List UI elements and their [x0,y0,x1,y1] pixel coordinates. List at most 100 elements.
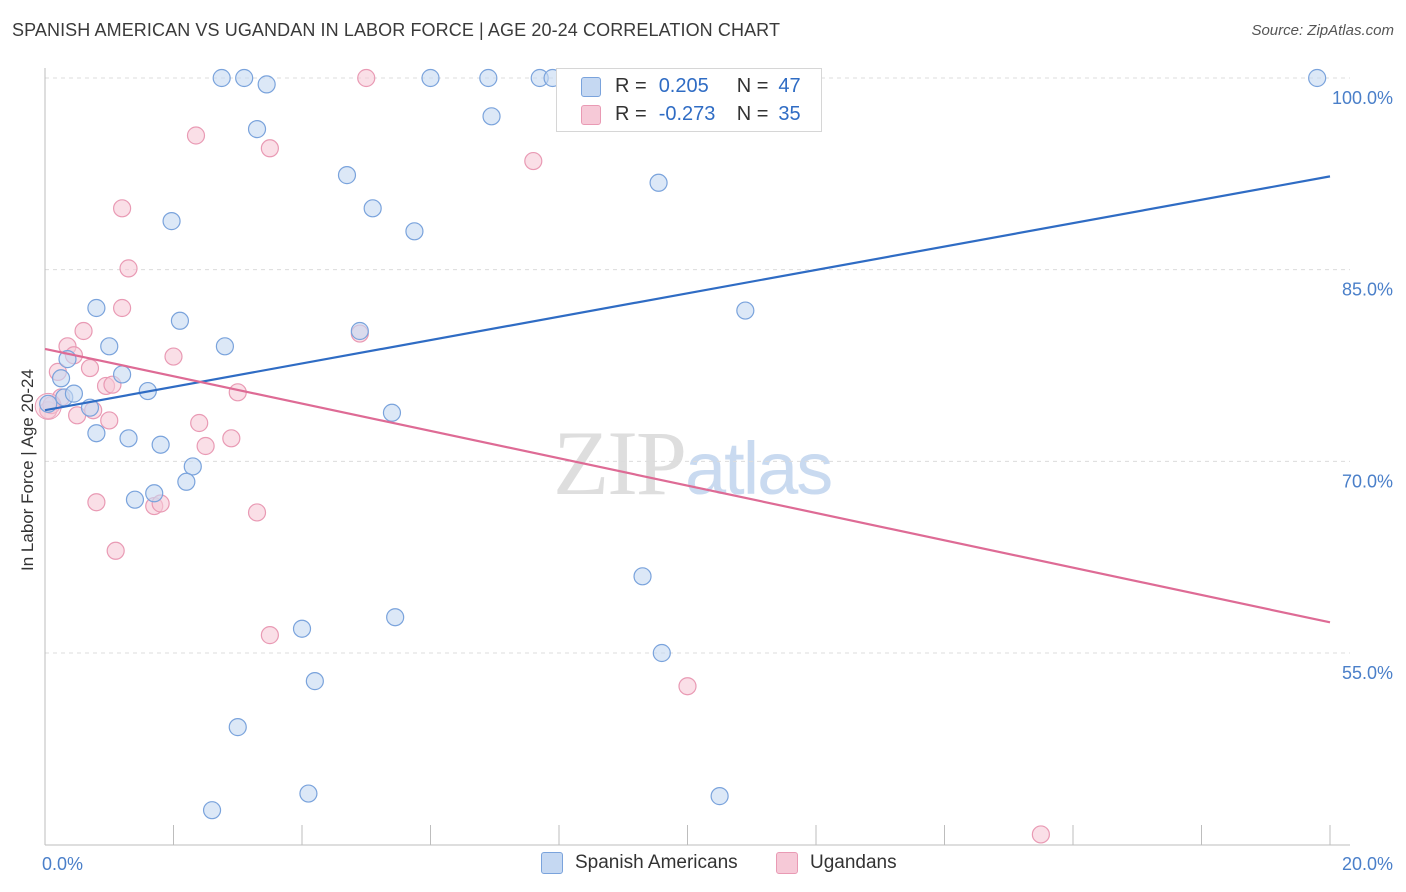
data-point-spanish-americans [710,787,729,806]
trend-line-spanish-americans [44,175,1331,412]
data-point-ugandans [80,358,100,378]
trend-lines [44,175,1331,624]
x-tick-label: 0.0% [42,854,83,874]
data-point-ugandans [678,677,697,696]
legend-n-label: N = [736,102,769,125]
data-point-spanish-americans [112,365,132,384]
data-point-ugandans [260,626,279,645]
data-point-spanish-americans [405,222,424,241]
data-point-spanish-americans [228,718,247,737]
correlation-legend: R = 0.205 N = 47 R = -0.273 N = 35 [556,68,822,132]
y-tick-label: 70.0% [1342,471,1393,491]
legend-r-value: -0.273 [658,102,716,125]
legend-item-ugandans: Ugandans [776,852,897,874]
data-point-spanish-americans [51,369,71,388]
data-point-spanish-americans [299,784,318,803]
legend-swatch-blue [541,852,563,874]
y-tick-label: 55.0% [1342,663,1393,683]
data-point-spanish-americans [386,608,405,627]
data-point-spanish-americans [177,472,196,491]
data-point-spanish-americans [736,301,755,320]
data-point-spanish-americans [145,484,164,503]
legend-swatch-pink [581,105,601,125]
watermark-zip: ZIP [553,412,687,514]
data-point-ugandans [1031,825,1050,844]
data-point-spanish-americans [212,68,231,88]
data-point-spanish-americans [292,619,312,638]
data-point-spanish-americans [151,435,170,454]
data-point-ugandans [190,413,209,433]
y-tick-label: 100.0% [1332,88,1393,108]
chart-title: SPANISH AMERICAN VS UGANDAN IN LABOR FOR… [12,20,781,40]
y-tick-label: 85.0% [1342,280,1393,300]
data-point-spanish-americans [305,672,324,691]
series-spanish-americans [39,68,1327,820]
source-credit: Source: ZipAtlas.com [1251,22,1394,39]
series-legend: Spanish Americans Ugandans [0,852,1406,878]
x-tick-label: 20.0% [1342,854,1393,874]
data-point-ugandans [87,493,106,512]
data-point-ugandans [119,259,138,278]
data-point-spanish-americans [482,107,501,126]
data-point-ugandans [247,503,267,522]
data-point-ugandans [222,429,241,448]
data-point-spanish-americans [421,68,440,88]
data-point-ugandans [196,436,215,456]
legend-row-spanish-americans: R = 0.205 N = 47 [581,73,801,99]
y-axis-label: In Labor Force | Age 20-24 [18,369,37,571]
legend-swatch-pink [776,852,798,874]
watermark: ZIPatlas [553,410,833,516]
data-point-spanish-americans [215,337,234,356]
legend-n-value: 47 [778,74,801,97]
data-point-spanish-americans [202,801,222,820]
series-ugandans [34,68,1050,844]
data-point-ugandans [74,321,93,341]
data-point-ugandans [228,383,247,402]
data-point-spanish-americans [100,337,119,356]
legend-label: Ugandans [810,852,897,873]
data-point-spanish-americans [363,199,382,218]
legend-item-spanish-americans: Spanish Americans [541,852,738,874]
data-point-ugandans [112,298,132,318]
data-point-spanish-americans [350,321,369,341]
data-point-spanish-americans [87,298,106,318]
data-point-ugandans [357,68,376,88]
data-point-ugandans [112,199,132,218]
data-point-spanish-americans [119,429,138,448]
data-point-spanish-americans [183,457,202,476]
tick-labels: 55.0% 70.0% 85.0% 100.0% 0.0% 20.0% [42,88,1393,874]
legend-n-label: N = [736,74,769,97]
data-point-spanish-americans [257,75,276,94]
data-point-ugandans [100,411,119,430]
data-point-spanish-americans [247,120,267,139]
legend-row-ugandans: R = -0.273 N = 35 [581,101,801,127]
data-point-spanish-americans [162,212,181,231]
data-point-spanish-americans [479,68,498,88]
data-point-spanish-americans [382,403,402,422]
data-point-spanish-americans [633,567,652,586]
legend-n-value: 35 [778,102,801,125]
data-point-spanish-americans [649,173,668,192]
data-point-spanish-americans [1308,68,1327,88]
grid-lines [45,77,1350,654]
trend-line-ugandans [44,347,1331,624]
watermark-atlas: atlas [685,427,833,510]
data-point-spanish-americans [235,68,254,88]
data-point-ugandans [186,126,206,145]
legend-label: Spanish Americans [575,852,738,873]
legend-r-label: R = [615,102,647,125]
axes [44,68,1350,846]
data-point-ugandans [106,541,125,560]
data-point-spanish-americans [125,490,145,509]
legend-r-label: R = [615,74,647,97]
data-point-spanish-americans [87,424,106,443]
data-point-spanish-americans [170,311,190,330]
data-point-ugandans [260,139,279,158]
legend-swatch-blue [581,77,601,97]
data-point-spanish-americans [337,166,357,185]
data-point-ugandans [164,347,183,366]
data-point-spanish-americans [652,643,671,663]
legend-r-value: 0.205 [658,74,709,97]
data-point-ugandans [524,151,543,171]
